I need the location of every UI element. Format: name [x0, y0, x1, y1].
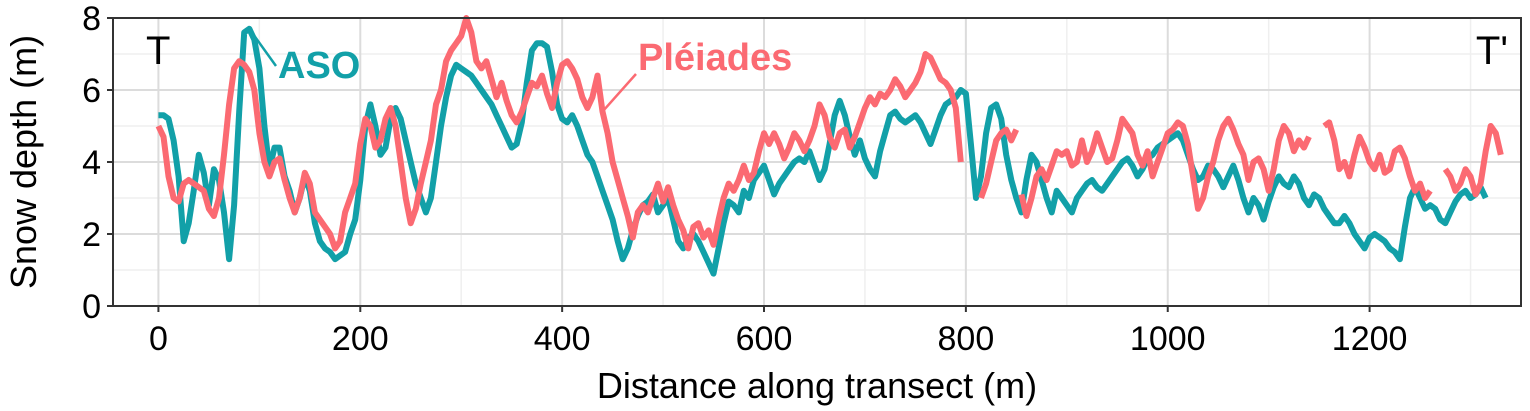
x-tick-label: 600 [736, 320, 793, 358]
transect-end-label: T' [1476, 29, 1508, 73]
x-tick-label: 400 [534, 320, 591, 358]
x-tick-label: 1200 [1332, 320, 1408, 358]
series-line-pleiades [1018, 115, 1312, 219]
y-tick-label: 6 [82, 72, 101, 110]
y-tick-label: 0 [82, 288, 101, 326]
series-label-aso: ASO [278, 45, 360, 87]
y-tick-label: 8 [82, 0, 101, 38]
x-tick-label: 800 [938, 320, 995, 358]
series-lines [155, 15, 1504, 277]
transect-start-label: T [146, 29, 170, 73]
y-tick-label: 2 [82, 216, 101, 254]
x-axis-title: Distance along transect (m) [597, 365, 1037, 406]
series-line-pleiades [155, 15, 964, 252]
axis-ticks: 0 200 400 600 800 1000 1200 0 2 4 6 8 [82, 0, 1407, 358]
y-tick-label: 4 [82, 144, 101, 182]
y-axis-title: Snow depth (m) [3, 35, 44, 289]
series-line-aso [158, 25, 1489, 277]
pleiades-label-leader [601, 73, 637, 113]
x-tick-label: 200 [332, 320, 389, 358]
series-line-pleiades [1322, 119, 1433, 201]
series-label-pleiades: Pléiades [638, 37, 792, 79]
plot-frame [112, 17, 1522, 307]
series-line-pleiades [1442, 123, 1504, 198]
series-line-pleiades [978, 126, 1020, 200]
x-tick-label: 1000 [1130, 320, 1206, 358]
aso-label-leader [248, 28, 278, 67]
x-tick-label: 0 [149, 320, 168, 358]
